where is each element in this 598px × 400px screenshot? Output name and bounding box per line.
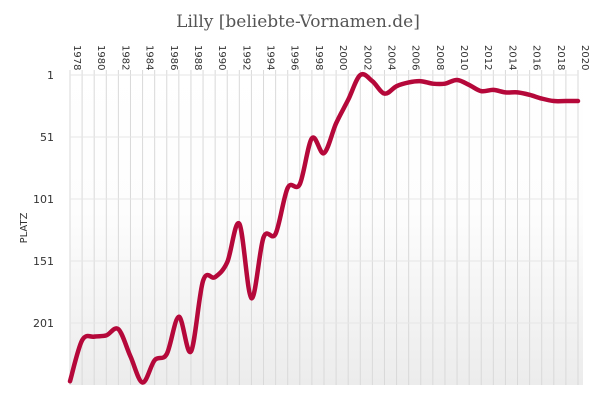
x-tick-label: 1994: [265, 45, 276, 70]
y-tick-label: 201: [33, 317, 54, 330]
x-tick-label: 1992: [240, 45, 251, 70]
x-tick-label: 2012: [482, 45, 493, 70]
x-tick-label: 2006: [410, 45, 421, 70]
x-tick-label: 1978: [71, 45, 82, 70]
y-axis-label: PLATZ: [19, 212, 30, 243]
plot-area: [70, 70, 583, 385]
x-tick-label: 1986: [168, 45, 179, 70]
x-tick-label: 1982: [119, 45, 130, 70]
x-tick-label: 2010: [458, 45, 469, 70]
y-tick-label: 1: [47, 69, 54, 82]
horizontal-gridlines: [70, 74, 578, 324]
x-tick-label: 2018: [555, 45, 566, 70]
vertical-gridlines: [69, 70, 579, 385]
y-tick-label: 151: [33, 255, 54, 268]
y-tick-label: 51: [40, 131, 54, 144]
x-tick-label: 2014: [506, 45, 517, 70]
x-tick-label: 1998: [313, 45, 324, 70]
x-tick-label: 2004: [385, 45, 396, 70]
x-tick-label: 1990: [216, 45, 227, 70]
chart-title: Lilly [beliebte-Vornamen.de]: [176, 12, 420, 32]
x-tick-label: 2002: [361, 45, 372, 70]
series-line: [67, 71, 581, 385]
x-tick-label: 1996: [289, 45, 300, 70]
x-tick-label: 2000: [337, 45, 348, 70]
x-tick-label: 1984: [144, 45, 155, 70]
x-axis-tick-labels: 1978 1980 1982 1984 1986 1988 1990 1992 1994 1996…: [71, 45, 590, 70]
x-tick-label: 1980: [95, 45, 106, 70]
y-tick-label: 101: [33, 193, 54, 206]
x-tick-label: 1988: [192, 45, 203, 70]
x-tick-label: 2020: [579, 45, 590, 70]
x-tick-label: 2008: [434, 45, 445, 70]
x-tick-label: 2016: [531, 45, 542, 70]
series-lines: [67, 71, 581, 385]
